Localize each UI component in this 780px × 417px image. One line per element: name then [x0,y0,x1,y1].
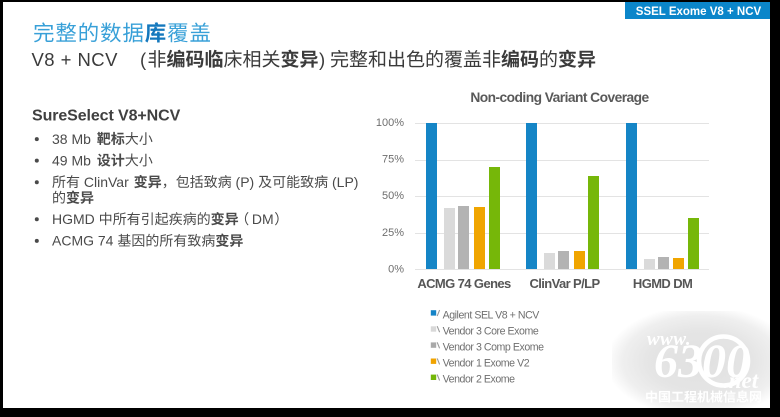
svg-text:V8 + NCV: V8 + NCV [32,49,119,70]
svg-text:SSEL Exome V8 + NCV: SSEL Exome V8 + NCV [636,6,762,18]
svg-text:.net: .net [723,368,759,393]
svg-text:Agilent SEL V8 + NCV: Agilent SEL V8 + NCV [443,309,541,321]
svg-text:50%: 50% [382,190,404,202]
svg-text:ClinVar: ClinVar [80,174,133,190]
svg-text:SureSelect V8+NCV: SureSelect V8+NCV [32,108,181,125]
svg-text:): ) [319,49,325,70]
svg-text:ACMG 74 Genes: ACMG 74 Genes [417,276,511,291]
svg-text:0%: 0% [388,263,404,275]
svg-text:Vendor 3 Core Exome: Vendor 3 Core Exome [443,325,539,337]
svg-text:100%: 100% [376,117,404,129]
svg-text:49 Mb: 49 Mb [52,152,95,168]
svg-text:38 Mb: 38 Mb [52,131,95,147]
svg-text:(P): (P) [232,174,258,190]
svg-text:www.: www. [647,329,691,350]
svg-text:6300: 6300 [654,335,750,388]
svg-text:HGMD DM: HGMD DM [633,276,692,291]
svg-text:DM: DM [252,211,274,227]
svg-text:HGMD: HGMD [52,211,99,227]
svg-text:ACMG 74: ACMG 74 [52,233,117,249]
svg-text:Non-coding Variant Coverage: Non-coding Variant Coverage [470,90,649,105]
svg-text:Vendor 2 Exome: Vendor 2 Exome [443,374,516,386]
svg-text:(LP): (LP) [328,174,358,190]
svg-text:Vendor 3 Comp Exome: Vendor 3 Comp Exome [443,342,545,354]
svg-text:ClinVar P/LP: ClinVar P/LP [529,276,600,291]
svg-text:Vendor 1 Exome V2: Vendor 1 Exome V2 [443,358,530,370]
svg-text:25%: 25% [382,227,404,239]
svg-text:(: ( [140,49,147,70]
svg-text:75%: 75% [382,154,404,166]
